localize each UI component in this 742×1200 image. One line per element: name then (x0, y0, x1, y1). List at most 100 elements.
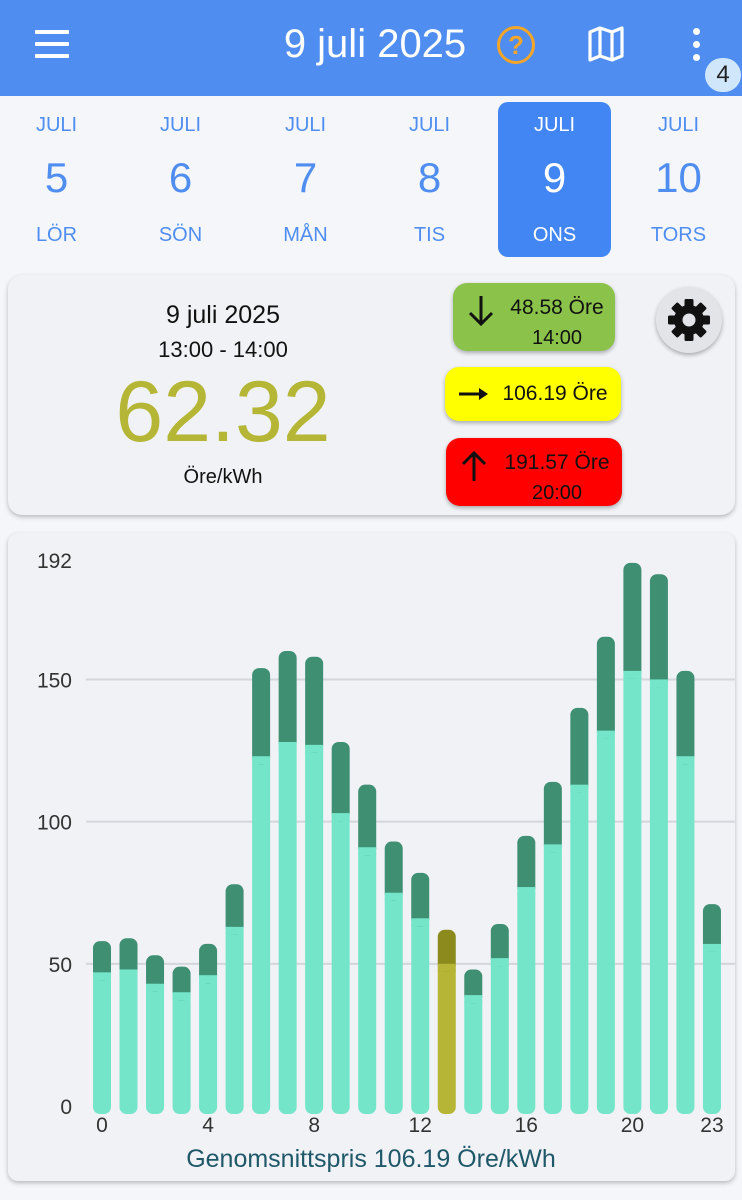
bar-top-11 (384, 841, 403, 901)
bar-top-6 (252, 668, 271, 765)
highest-price: 191.57 Öre (504, 451, 610, 474)
bar-joint-10 (358, 847, 377, 856)
day-number: 5 (44, 154, 69, 201)
highest-price-badge[interactable]: 191.57 Öre 20:00 (446, 438, 622, 506)
bar-joint-14 (464, 995, 483, 1004)
lowest-price-badge[interactable]: 48.58 Öre 14:00 (453, 283, 615, 351)
day-tab-5[interactable]: JULI 5 LÖR (0, 102, 113, 257)
day-number: 7 (293, 154, 318, 201)
bar-base-2 (146, 983, 165, 1114)
bar-base-16 (517, 887, 536, 1114)
bar-joint-19 (596, 730, 615, 739)
day-tab-10[interactable]: JULI 10 TORS (622, 102, 735, 257)
bar-base-0 (93, 972, 111, 1114)
lowest-price: 48.58 Öre (510, 296, 604, 319)
bar-base-6 (252, 756, 271, 1114)
average-price-badge[interactable]: 106.19 Öre (445, 367, 621, 421)
settings-button[interactable] (656, 287, 722, 353)
y-tick-label: 192 (37, 550, 72, 573)
bar-base-18 (570, 784, 589, 1114)
day-tab-9[interactable]: JULI 9 ONS (498, 102, 611, 257)
bottom-spacer (0, 1190, 742, 1200)
bar-joint-15 (490, 958, 509, 967)
bar-joint-9 (331, 813, 350, 822)
bar-top-23 (702, 904, 721, 952)
bar-joint-0 (93, 972, 111, 981)
day-tab-6[interactable]: JULI 6 SÖN (124, 102, 237, 257)
bar-joint-4 (199, 975, 218, 984)
summary-date: 9 juli 2025 (166, 301, 280, 329)
bar-top-10 (358, 784, 377, 856)
bar-joint-11 (384, 892, 403, 901)
price-chart-card: 0 50 100 150 192 0 4 8 12 16 20 23 Genomsnittspris 1… (8, 533, 735, 1181)
day-number: 6 (168, 154, 193, 201)
average-price-footer: Genomsnittspris 106.19 Öre/kWh (186, 1145, 556, 1173)
notification-badge[interactable]: 4 (705, 58, 741, 92)
y-tick-label: 150 (37, 669, 72, 692)
day-month: JULI (408, 114, 451, 136)
bar-top-5 (225, 884, 244, 935)
bar-joint-13 (437, 963, 456, 972)
bar-top-8 (305, 656, 324, 753)
day-month: JULI (159, 114, 202, 136)
bar-base-3 (172, 992, 191, 1114)
day-tab-7[interactable]: JULI 7 MÅN (249, 102, 362, 257)
day-weekday: SÖN (158, 224, 203, 246)
bar-top-12 (411, 872, 430, 927)
day-weekday: MÅN (283, 224, 328, 246)
bar-joint-20 (623, 670, 642, 679)
bar-joint-18 (570, 784, 589, 793)
arrow-down-icon (468, 296, 494, 327)
bar-joint-6 (252, 756, 271, 765)
bar-joint-16 (517, 887, 536, 896)
day-month: JULI (35, 114, 78, 136)
day-weekday: TIS (413, 224, 446, 246)
summary-time-range: 13:00 - 14:00 (158, 337, 288, 362)
price-summary-card: 9 juli 2025 13:00 - 14:00 62.32 Öre/kWh … (8, 275, 735, 515)
x-tick-label: 0 (96, 1114, 108, 1137)
bar-base-7 (278, 742, 297, 1114)
y-tick-label: 100 (37, 812, 72, 835)
bar-base-11 (384, 892, 403, 1114)
bar-top-9 (331, 742, 350, 822)
day-weekday: ONS (532, 224, 577, 246)
map-icon[interactable] (586, 26, 626, 62)
bar-base-20 (623, 670, 642, 1114)
bar-top-14 (464, 969, 483, 1004)
bar-joint-2 (146, 983, 165, 992)
bar-top-4 (199, 943, 218, 984)
y-tick-label: 50 (49, 954, 72, 977)
highest-price-time: 20:00 (531, 482, 583, 504)
app-bar: 9 juli 2025 ? 4 (0, 0, 742, 96)
price-unit: Öre/kWh (183, 466, 263, 488)
bar-base-17 (543, 844, 562, 1114)
more-vert-icon[interactable] (684, 24, 708, 64)
x-tick-label: 12 (409, 1114, 432, 1137)
day-month: JULI (657, 114, 700, 136)
bar-top-19 (596, 636, 615, 739)
x-tick-label: 20 (621, 1114, 644, 1137)
question-circle-icon[interactable]: ? (497, 26, 535, 64)
x-tick-label: 16 (515, 1114, 538, 1137)
arrow-right-icon (459, 388, 488, 400)
bar-top-2 (146, 955, 165, 992)
bar-top-20 (623, 562, 642, 679)
day-weekday: TORS (650, 224, 707, 246)
day-tab-8[interactable]: JULI 8 TIS (373, 102, 486, 257)
bar-top-0 (93, 941, 111, 981)
bar-base-10 (358, 847, 377, 1114)
bar-base-9 (331, 813, 350, 1114)
bar-joint-22 (676, 756, 695, 765)
page-title: 9 juli 2025 (283, 22, 467, 66)
day-weekday: LÖR (35, 224, 78, 246)
x-tick-label: 23 (700, 1114, 723, 1137)
bar-top-17 (543, 781, 562, 853)
bar-base-21 (649, 679, 668, 1114)
menu-icon[interactable] (33, 28, 73, 60)
bar-top-1 (119, 938, 138, 978)
bar-top-15 (490, 924, 509, 967)
day-number: 10 (655, 154, 702, 201)
bar-top-21 (649, 574, 668, 688)
price-bar-chart[interactable]: 0 50 100 150 192 0 4 8 12 16 20 23 Genomsnittspris 1… (8, 533, 735, 1181)
gear-icon (668, 299, 710, 341)
